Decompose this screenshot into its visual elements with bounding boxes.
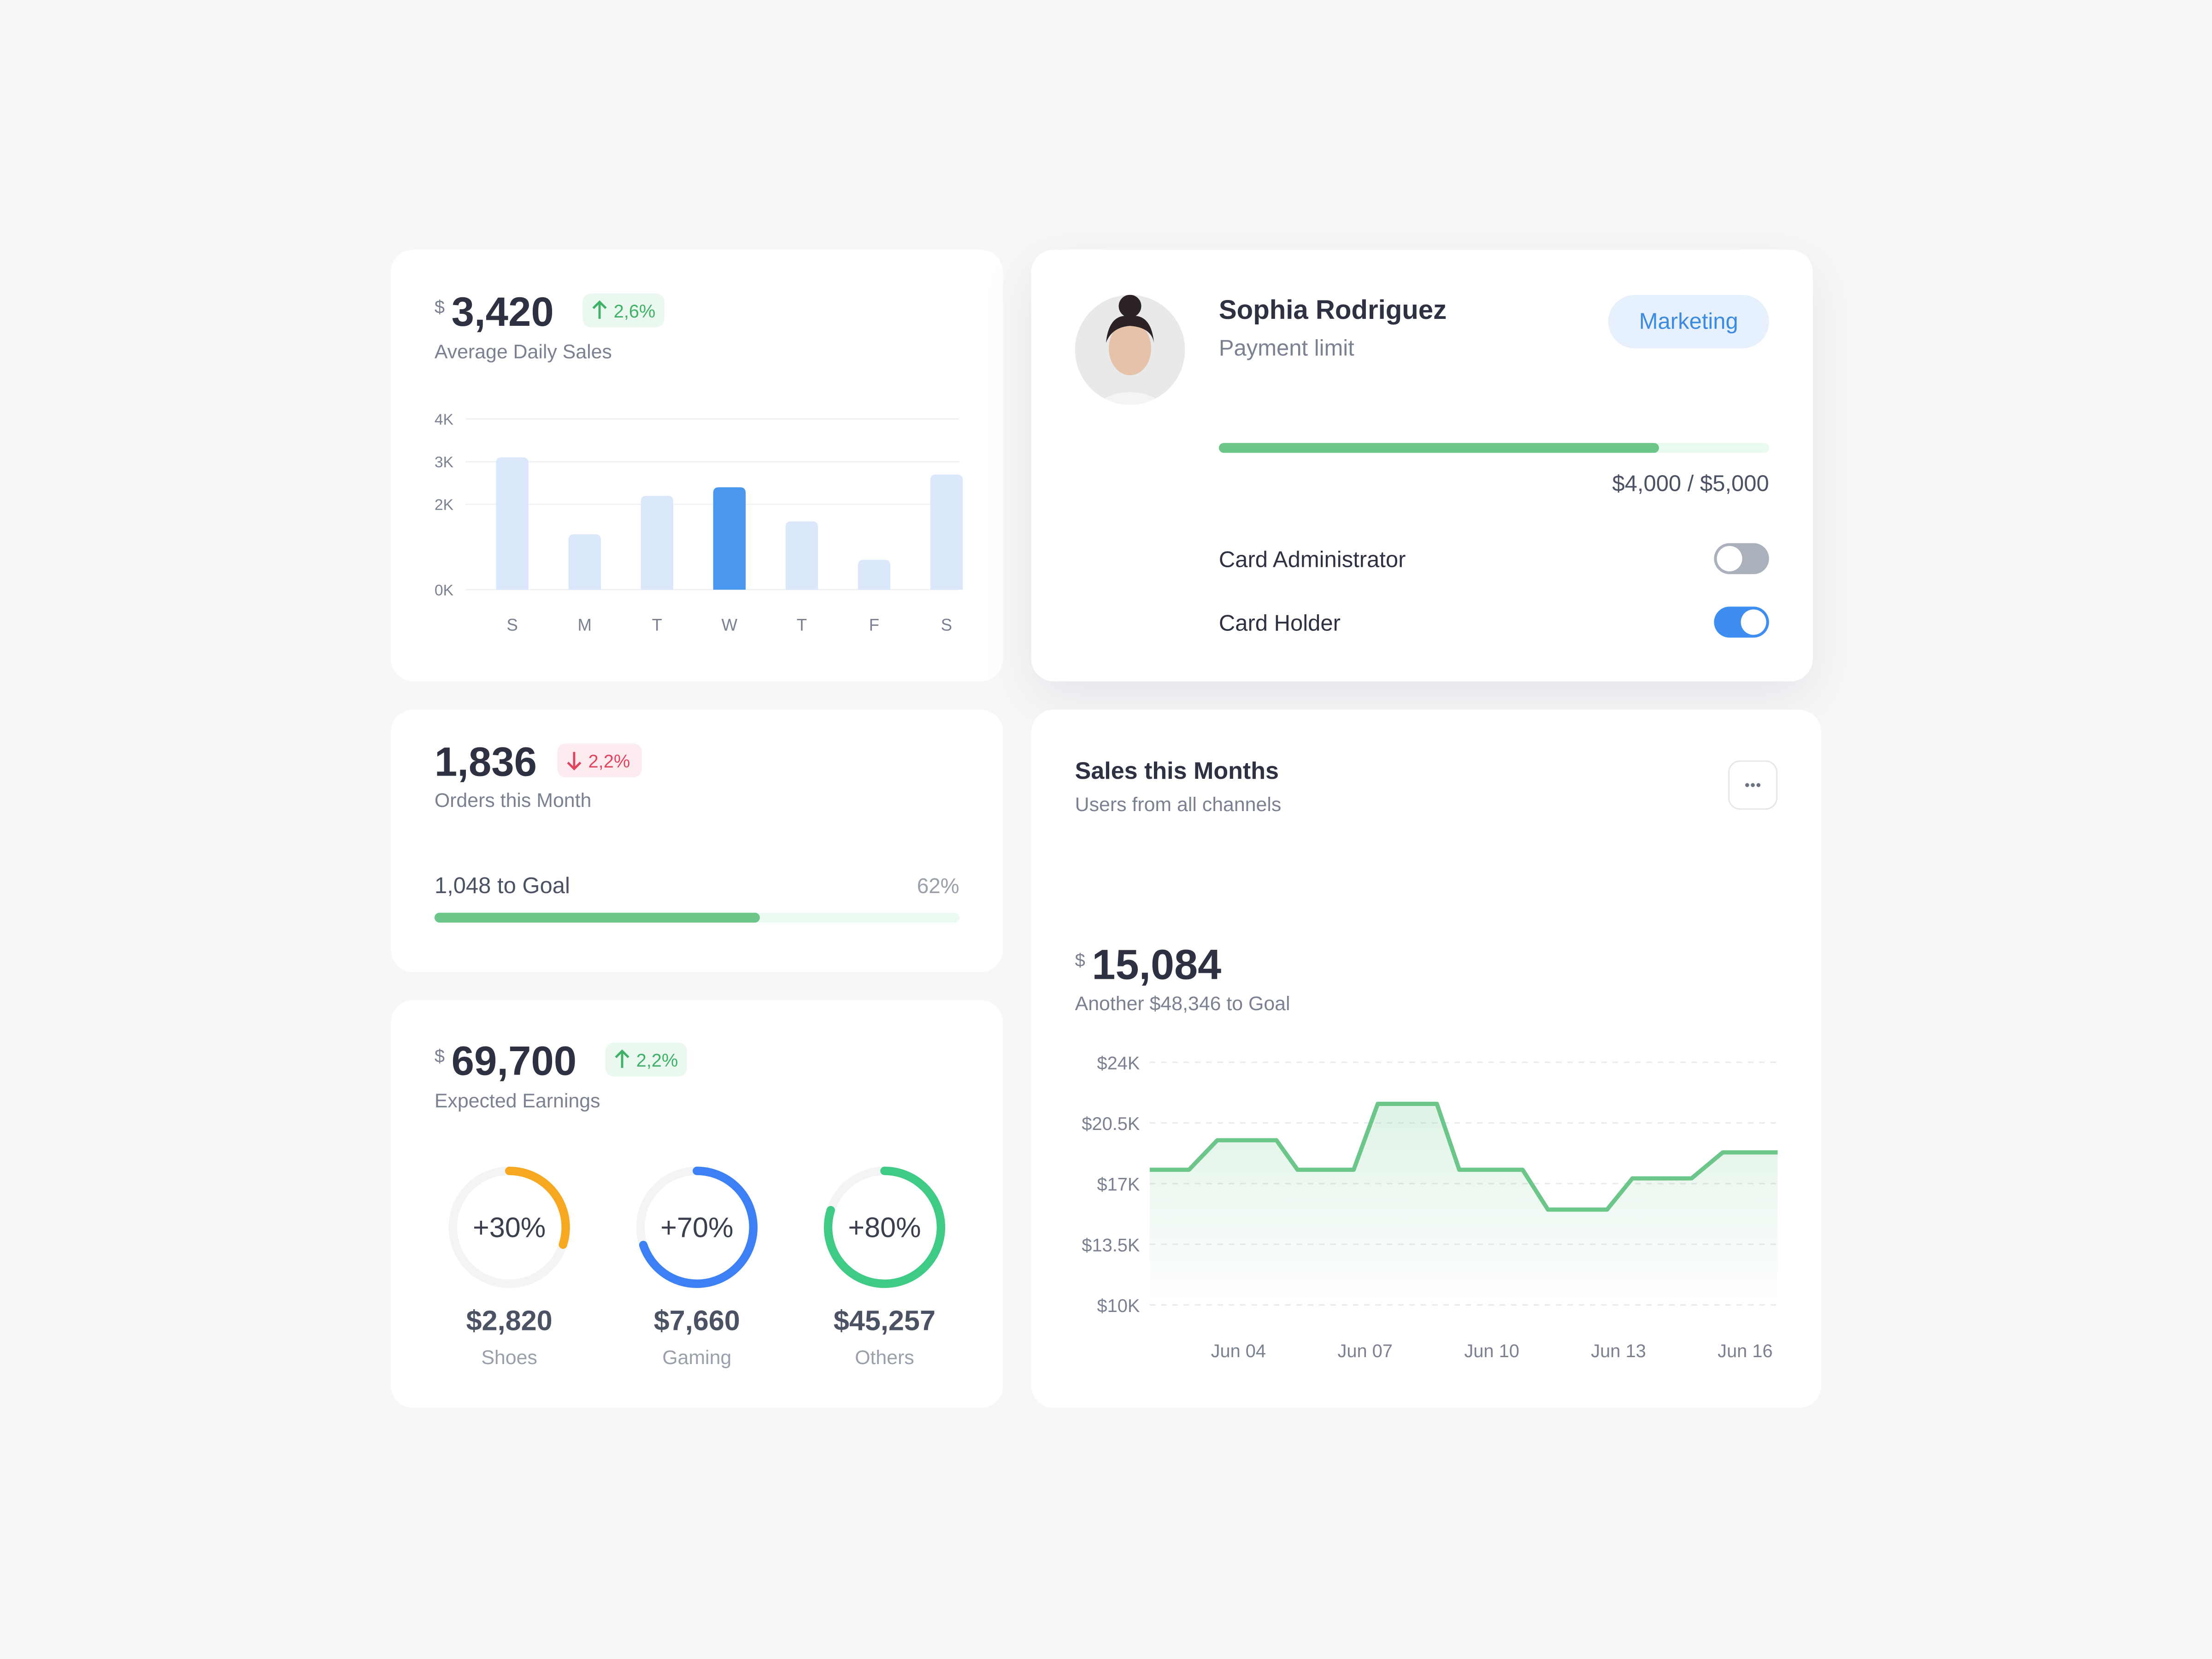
bar bbox=[785, 521, 818, 590]
toggles: Card Administrator Card Holder bbox=[1219, 543, 1769, 638]
y-tick-label: 0K bbox=[435, 582, 454, 599]
change: 2,2% bbox=[588, 751, 630, 771]
caption: Another $48,346 to Goal bbox=[1075, 993, 1290, 1015]
y-tick-label: $20.5K bbox=[1082, 1114, 1140, 1134]
bar bbox=[568, 534, 601, 590]
x-tick-label: T bbox=[652, 615, 662, 634]
toggle-label: Card Holder bbox=[1219, 611, 1341, 635]
name: Sophia Rodriguez bbox=[1219, 295, 1447, 325]
y-tick-label: 2K bbox=[435, 497, 454, 514]
currency: $ bbox=[435, 1046, 445, 1066]
card bbox=[390, 709, 1003, 972]
tag-pill bbox=[1608, 294, 1769, 349]
up-arrow bbox=[615, 1049, 629, 1068]
y-tick-label: $13.5K bbox=[1082, 1235, 1140, 1255]
progress-fill bbox=[1218, 443, 1659, 453]
ring-label: +30% bbox=[473, 1212, 546, 1243]
subtitle: Users from all channels bbox=[1075, 794, 1282, 816]
bar bbox=[713, 487, 746, 590]
x-tick-label: S bbox=[506, 615, 518, 634]
x-tick-label: M bbox=[577, 615, 592, 634]
x-tick-label: Jun 04 bbox=[1211, 1341, 1266, 1361]
bar bbox=[930, 474, 963, 590]
x-tick-label: T bbox=[797, 615, 807, 634]
line-chart: $24K $20.5K $17K $13.5K $10K Jun 04 Jun 07 Jun … bbox=[1082, 1053, 1779, 1361]
currency: $ bbox=[1075, 950, 1085, 971]
ring-amount: $7,660 bbox=[654, 1305, 740, 1336]
ring-label: +80% bbox=[848, 1212, 921, 1243]
y-tick-label: $24K bbox=[1097, 1053, 1140, 1073]
caption: Orders this Month bbox=[435, 789, 592, 812]
toggle-label: Card Administrator bbox=[1219, 547, 1406, 572]
x-tick-label: Jun 07 bbox=[1337, 1341, 1392, 1361]
amount: 3,420 bbox=[452, 289, 554, 335]
ring-amount: $45,257 bbox=[834, 1305, 935, 1336]
y-tick-label: $17K bbox=[1097, 1175, 1140, 1195]
y-tick-label: 3K bbox=[435, 454, 454, 471]
percent: 62% bbox=[917, 874, 959, 898]
change: 2,2% bbox=[636, 1050, 678, 1071]
up-arrow bbox=[592, 300, 607, 319]
x-tick-label: Jun 10 bbox=[1464, 1341, 1519, 1361]
avatar bbox=[1075, 294, 1185, 405]
subtitle: Payment limit bbox=[1219, 335, 1354, 360]
change-pill bbox=[605, 1042, 687, 1077]
ring bbox=[448, 1166, 570, 1288]
bar-chart: 4K 3K 2K 0K S M T W T F S bbox=[435, 411, 963, 634]
bar bbox=[858, 559, 891, 590]
ring-label: +70% bbox=[660, 1212, 733, 1243]
card bbox=[1031, 249, 1813, 682]
limit-label: $4,000 / $5,000 bbox=[1612, 471, 1769, 496]
y-tick-label: $10K bbox=[1097, 1296, 1140, 1316]
amount: 1,836 bbox=[435, 739, 537, 785]
toggle-knob bbox=[1717, 546, 1742, 571]
rings: +30% $2,820 Shoes +70% $7,660 Gaming +80% $45,2… bbox=[448, 1166, 946, 1369]
line bbox=[1149, 1101, 1778, 1212]
toggle-knob bbox=[1741, 609, 1766, 635]
change: 2,6% bbox=[614, 301, 656, 322]
change-pill bbox=[557, 743, 642, 777]
ring-name: Gaming bbox=[662, 1347, 731, 1369]
down-arrow bbox=[567, 752, 582, 771]
currency: $ bbox=[435, 297, 445, 318]
ring-amount: $2,820 bbox=[466, 1305, 552, 1336]
goal: 1,048 to Goal bbox=[435, 873, 570, 898]
ring-name: Shoes bbox=[481, 1347, 537, 1369]
x-tick-label: S bbox=[941, 615, 953, 634]
bar bbox=[641, 495, 673, 590]
title: Sales this Months bbox=[1075, 758, 1279, 784]
tag: Marketing bbox=[1639, 309, 1738, 334]
progress-fill bbox=[434, 912, 760, 923]
ring bbox=[636, 1166, 758, 1288]
x-tick-label: Jun 13 bbox=[1591, 1341, 1646, 1361]
card bbox=[390, 249, 1003, 682]
x-tick-label: W bbox=[721, 615, 737, 634]
area bbox=[1149, 1104, 1778, 1305]
x-tick-label: Jun 16 bbox=[1718, 1341, 1772, 1361]
amount: 15,084 bbox=[1092, 941, 1221, 988]
amount: 69,700 bbox=[452, 1038, 577, 1084]
ring bbox=[824, 1166, 946, 1288]
ring-name: Others bbox=[855, 1347, 914, 1369]
caption: Average Daily Sales bbox=[435, 341, 612, 363]
x-tick-label: F bbox=[869, 615, 879, 634]
change-pill bbox=[582, 293, 665, 328]
card bbox=[390, 1000, 1003, 1408]
menu-dots bbox=[1745, 783, 1761, 787]
bar bbox=[496, 457, 529, 590]
caption: Expected Earnings bbox=[435, 1090, 600, 1112]
y-tick-label: 4K bbox=[435, 411, 454, 428]
